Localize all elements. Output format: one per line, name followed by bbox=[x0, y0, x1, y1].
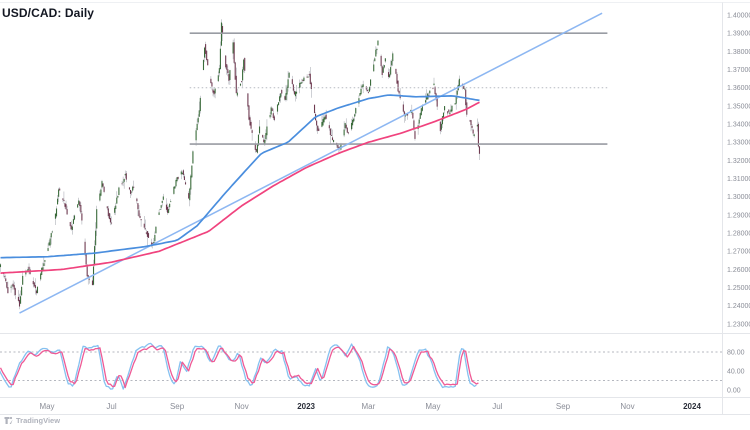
price-axis-label: 1.25000 bbox=[727, 285, 750, 292]
panel-separators bbox=[0, 2, 750, 415]
page-title: USD/CAD: Daily bbox=[2, 6, 95, 20]
watermark-label: TradingView bbox=[16, 416, 61, 425]
candlestick-series bbox=[0, 19, 481, 310]
time-axis-label: Jul bbox=[492, 402, 502, 411]
price-axis-label: 1.29000 bbox=[727, 212, 750, 219]
trendline bbox=[19, 12, 603, 314]
price-axis-label: 1.32000 bbox=[727, 158, 750, 165]
price-axis-label: 1.24000 bbox=[727, 303, 750, 310]
tradingview-logo-icon bbox=[4, 416, 13, 424]
stochastic-bands bbox=[0, 351, 723, 381]
price-axis-label: 1.37000 bbox=[727, 67, 750, 74]
stochastic-axis-label: 80.00 bbox=[727, 349, 745, 356]
key-levels bbox=[189, 32, 608, 145]
price-axis-label: 1.33000 bbox=[727, 140, 750, 147]
stochastic-k-line bbox=[0, 342, 477, 390]
price-axis-label: 1.39000 bbox=[727, 31, 750, 38]
price-axis-label: 1.34000 bbox=[727, 122, 750, 129]
price-axis-label: 1.30000 bbox=[727, 194, 750, 201]
price-axis-label: 1.27000 bbox=[727, 249, 750, 256]
ma-200-line bbox=[0, 101, 480, 274]
price-axis-label: 1.28000 bbox=[727, 231, 750, 238]
time-axis-label: Nov bbox=[620, 402, 634, 411]
stochastic-axis-label: 40.00 bbox=[727, 368, 745, 375]
price-axis-label: 1.40000 bbox=[727, 12, 750, 19]
ma-100-line bbox=[0, 94, 480, 259]
stochastic-d-line bbox=[0, 345, 479, 389]
price-axis-label: 1.31000 bbox=[727, 176, 750, 183]
price-axis-label: 1.38000 bbox=[727, 49, 750, 56]
tradingview-watermark: TradingView bbox=[4, 416, 60, 425]
time-axis-label: Jul bbox=[106, 402, 116, 411]
time-axis-label: Sep bbox=[170, 402, 185, 411]
time-axis-label: 2023 bbox=[297, 402, 315, 411]
price-axis-label: 1.35000 bbox=[727, 103, 750, 110]
time-axis-label: Mar bbox=[362, 402, 376, 411]
time-axis-label: Nov bbox=[234, 402, 248, 411]
price-axis: 1.40000 1.39000 1.38000 1.37000 1.36000 1.350… bbox=[727, 12, 750, 328]
stochastic-axis-label: 0.00 bbox=[727, 387, 741, 394]
price-axis-label: 1.23000 bbox=[727, 321, 750, 328]
price-axis-label: 1.26000 bbox=[727, 267, 750, 274]
time-axis: May Jul Sep Nov 2023 Mar May Jul Sep Nov 2024 bbox=[39, 402, 701, 411]
time-axis-label: May bbox=[425, 402, 440, 411]
time-axis-label: 2024 bbox=[683, 402, 701, 411]
price-axis-label: 1.36000 bbox=[727, 85, 750, 92]
time-axis-label: Sep bbox=[556, 402, 571, 411]
time-axis-label: May bbox=[39, 402, 54, 411]
stochastic-axis: 80.00 40.00 0.00 bbox=[727, 349, 745, 394]
